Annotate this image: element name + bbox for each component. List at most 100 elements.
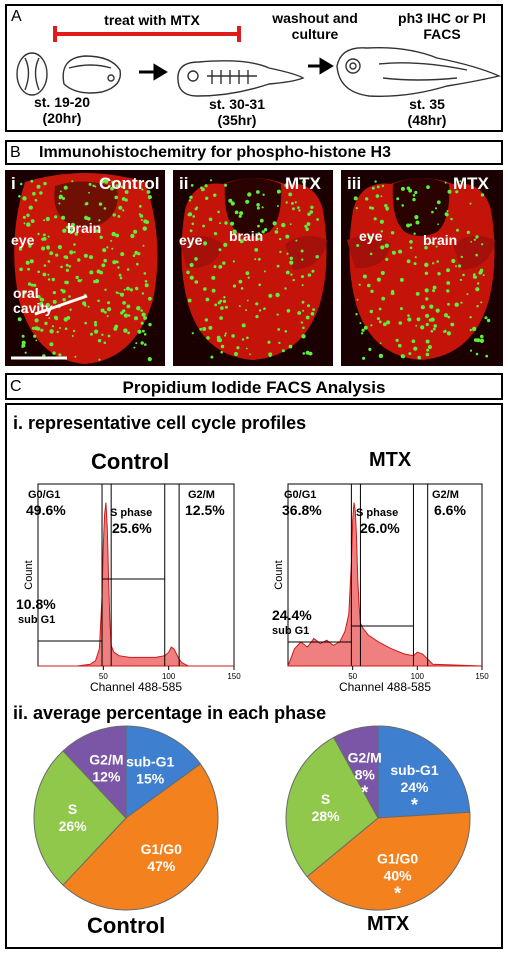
ph3-positive-nucleus	[256, 203, 260, 207]
ph3-positive-nucleus	[102, 248, 107, 253]
ph3-positive-nucleus	[417, 355, 421, 360]
ph3-positive-nucleus	[473, 238, 476, 241]
ph3-positive-nucleus	[190, 242, 193, 245]
ph3-positive-nucleus	[21, 345, 24, 349]
ph3-positive-nucleus	[47, 278, 51, 281]
ph3-positive-nucleus	[369, 206, 372, 210]
ph3-positive-nucleus	[188, 212, 193, 217]
x-axis-label: Channel 488-585	[90, 680, 182, 694]
ph3-positive-nucleus	[241, 338, 245, 341]
ph3-positive-nucleus	[224, 332, 227, 335]
ph3-positive-nucleus	[444, 212, 449, 217]
pie-slice-value: 24%	[400, 779, 429, 795]
ph3-positive-nucleus	[205, 196, 209, 200]
ph3-positive-nucleus	[128, 185, 131, 188]
ph3-positive-nucleus	[446, 210, 449, 212]
ph3-positive-nucleus	[113, 326, 118, 331]
ph3-positive-nucleus	[77, 258, 81, 262]
ph3-positive-nucleus	[302, 326, 305, 330]
brain-label: brain	[229, 228, 264, 244]
ph3-positive-nucleus	[369, 309, 373, 314]
ph3-positive-nucleus	[223, 296, 226, 299]
ph3-positive-nucleus	[84, 203, 88, 206]
ph3-positive-nucleus	[69, 308, 72, 311]
ph3-positive-nucleus	[122, 309, 126, 313]
ph3-positive-nucleus	[246, 299, 249, 302]
ph3-positive-nucleus	[301, 179, 307, 184]
pie-slice-label: G2/M	[348, 749, 382, 765]
ph3-positive-nucleus	[476, 338, 481, 343]
ph3-positive-nucleus	[371, 186, 375, 190]
ph3-positive-nucleus	[126, 304, 131, 309]
pie-slice-value: 8%	[355, 766, 376, 782]
ph3-positive-nucleus	[27, 282, 32, 286]
ph3-positive-nucleus	[480, 301, 483, 304]
ph3-positive-nucleus	[398, 249, 403, 254]
tissue-shape	[14, 173, 158, 364]
ph3-positive-nucleus	[480, 193, 485, 197]
ph3-positive-nucleus	[191, 332, 194, 335]
ph3-positive-nucleus	[263, 307, 266, 310]
ph3-positive-nucleus	[51, 277, 55, 282]
ph3-positive-nucleus	[472, 326, 477, 332]
ph3-positive-nucleus	[300, 249, 304, 253]
ph3-positive-nucleus	[479, 338, 485, 343]
ph3-positive-nucleus	[63, 255, 67, 259]
ph3-positive-nucleus	[133, 229, 138, 234]
ph3-positive-nucleus	[373, 217, 377, 221]
panel-a-letter: A	[11, 8, 22, 25]
ph3-positive-nucleus	[43, 219, 46, 222]
ph3-positive-nucleus	[286, 309, 291, 313]
arrow-icon	[139, 57, 334, 81]
ph3-positive-nucleus	[60, 190, 62, 193]
ph3-positive-nucleus	[44, 321, 48, 326]
ph3-positive-nucleus	[43, 181, 47, 186]
ph3-positive-nucleus	[413, 262, 417, 266]
ph3-positive-nucleus	[73, 243, 76, 246]
ph3-positive-nucleus	[316, 218, 319, 221]
ph3-positive-nucleus	[288, 344, 293, 349]
ph3-positive-nucleus	[140, 321, 144, 325]
ph3-positive-nucleus	[384, 204, 388, 208]
ph3-positive-nucleus	[37, 270, 40, 274]
ph3-positive-nucleus	[408, 188, 413, 193]
ph3-positive-nucleus	[234, 210, 239, 215]
ph3-positive-nucleus	[37, 295, 41, 299]
ph3-positive-nucleus	[232, 229, 237, 234]
ph3-positive-nucleus	[425, 352, 430, 357]
ph3-positive-nucleus	[472, 275, 476, 279]
panel-b-title-box: B Immunohistochemitry for phospho-histon…	[5, 140, 503, 165]
ph3-positive-nucleus	[117, 215, 121, 218]
ph3-positive-nucleus	[216, 335, 221, 340]
ph3-positive-nucleus	[51, 325, 55, 328]
ph3-positive-nucleus	[307, 304, 310, 308]
ph3-positive-nucleus	[285, 270, 290, 275]
ph3-positive-nucleus	[257, 257, 261, 261]
ph3-positive-nucleus	[90, 332, 93, 336]
ph3-positive-nucleus	[40, 328, 44, 332]
gate-value: 24.4%	[272, 607, 312, 623]
ph3-positive-nucleus	[367, 283, 371, 288]
ph3-positive-nucleus	[427, 345, 432, 349]
ph3-positive-nucleus	[54, 215, 58, 219]
ph3-positive-nucleus	[416, 317, 421, 322]
ph3-positive-nucleus	[27, 267, 30, 271]
ph3-positive-nucleus	[368, 347, 372, 351]
ph3-positive-nucleus	[258, 309, 262, 312]
micrograph-numeral: i	[11, 174, 16, 193]
ph3-positive-nucleus	[304, 224, 308, 228]
ph3-positive-nucleus	[305, 350, 310, 355]
ph3-positive-nucleus	[309, 210, 314, 214]
gate-label: S phase	[110, 507, 152, 519]
ph3-positive-nucleus	[456, 228, 459, 232]
ph3-positive-nucleus	[123, 313, 128, 318]
pie-slice-label: G2/M	[89, 751, 123, 767]
ph3-positive-nucleus	[446, 281, 451, 285]
ph3-positive-nucleus	[115, 260, 118, 263]
ph3-positive-nucleus	[455, 190, 459, 194]
gate-label: G2/M	[188, 489, 215, 501]
ph3-positive-nucleus	[119, 292, 122, 295]
ph3-positive-nucleus	[89, 229, 92, 232]
micrograph-condition: Control	[99, 174, 160, 193]
ph3-positive-nucleus	[39, 191, 43, 195]
